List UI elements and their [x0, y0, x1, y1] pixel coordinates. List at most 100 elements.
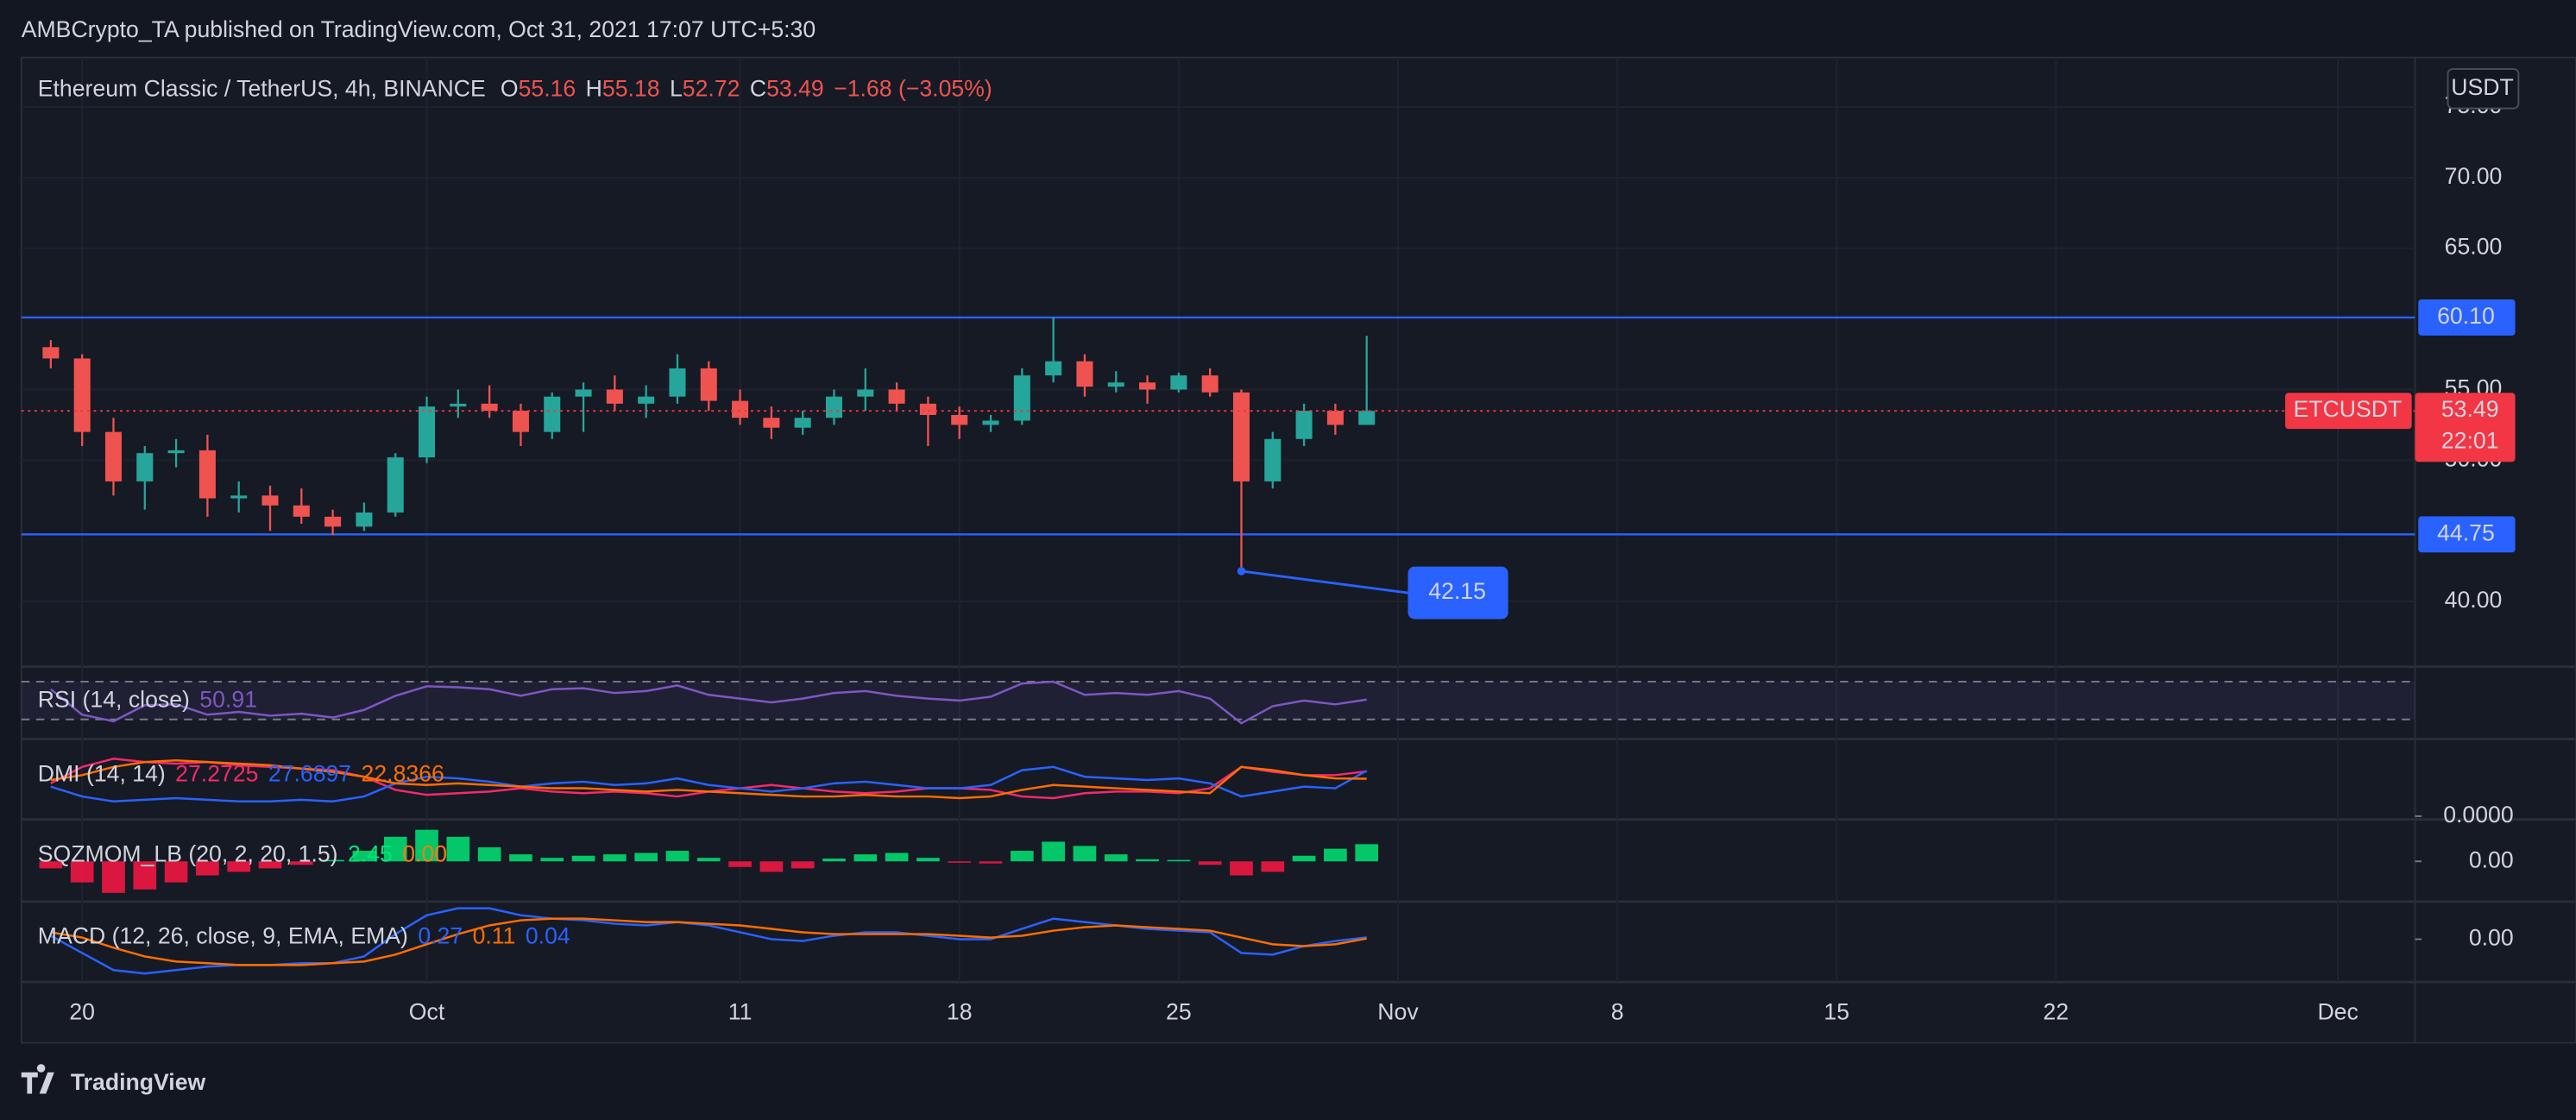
candle-body	[1139, 382, 1156, 390]
y-tick-label: 70.00	[2445, 163, 2503, 189]
candle-body	[1358, 411, 1376, 425]
momentum-bar	[1167, 859, 1191, 862]
logo-icon	[21, 1064, 54, 1094]
candle-body	[763, 418, 780, 428]
annotation-line	[1241, 569, 1408, 595]
indicator-value: 0.00	[402, 841, 447, 867]
momentum-bar	[321, 859, 344, 862]
momentum-bar	[446, 836, 470, 862]
annotation-point	[1237, 567, 1246, 576]
candle-body	[951, 414, 968, 425]
momentum-bar	[979, 861, 1003, 864]
ohlc-value: 52.72	[683, 76, 740, 102]
currency-box	[2447, 67, 2520, 110]
candle-body	[387, 457, 404, 513]
momentum-bar	[1042, 841, 1065, 862]
x-tick-label: 20	[69, 998, 95, 1024]
momentum-bar	[1261, 861, 1285, 872]
momentum-bar	[133, 861, 157, 890]
momentum-bar	[1010, 851, 1034, 862]
indicator-value: 0.11	[473, 923, 516, 949]
momentum-bar	[948, 861, 972, 863]
candle-body	[982, 420, 999, 425]
ohlc-key: H	[586, 76, 602, 102]
ohlc-key: L	[670, 76, 683, 102]
momentum-bar	[383, 836, 407, 862]
indicator-title: RSI (14, close)	[38, 687, 190, 713]
candle-body	[888, 389, 905, 404]
candle-body	[1201, 375, 1219, 393]
candle-body	[73, 358, 91, 432]
level-label-box	[2418, 299, 2516, 336]
logo: TradingView	[21, 1064, 206, 1095]
candle-body	[450, 403, 467, 407]
candle-body	[419, 406, 436, 458]
countdown-label: 22:01	[2441, 427, 2499, 453]
momentum-bar	[258, 861, 282, 869]
indicator-legend: RSI (14, close) 50.91	[38, 687, 257, 713]
candle-body	[104, 431, 123, 481]
symbol-label: ETCUSDT	[2294, 396, 2403, 422]
candle-body	[1170, 375, 1187, 390]
currency-label: USDT	[2451, 74, 2513, 100]
indicator-line	[50, 917, 1367, 966]
indicator-legend: MACD (12, 26, close, 9, EMA, EMA) 0.27 0.1…	[38, 923, 570, 949]
candle-body	[198, 450, 216, 499]
indicator-value: 2.45	[348, 841, 393, 867]
candle-body	[324, 516, 342, 527]
indicator-line	[50, 765, 1368, 803]
momentum-bar	[477, 846, 501, 862]
momentum-bar	[415, 829, 438, 862]
annotation-label: 42.15	[1428, 578, 1486, 604]
candle-body	[575, 389, 592, 397]
momentum-bar	[39, 861, 63, 869]
candle-body	[794, 418, 811, 428]
candle-body	[1232, 392, 1250, 481]
momentum-bar	[289, 861, 313, 865]
candle-body	[700, 368, 717, 401]
candle-body	[1045, 361, 1062, 376]
momentum-bar	[634, 853, 658, 862]
published-line: AMBCrypto_TA published on TradingView.co…	[22, 16, 816, 42]
momentum-bar	[102, 861, 125, 893]
rsi-band	[21, 681, 2415, 720]
indicator-line	[50, 680, 1367, 725]
ohlc-value: 55.18	[602, 76, 660, 102]
x-tick-label: 25	[1166, 998, 1192, 1024]
momentum-bar	[540, 858, 564, 862]
indicator-title: DMI (14, 14)	[38, 760, 166, 786]
indicator-value: 50.91	[199, 687, 257, 713]
ohlc-value: 53.49	[766, 76, 824, 102]
momentum-bar	[696, 858, 721, 862]
candle-body	[42, 347, 60, 359]
x-tick-label: Nov	[1377, 998, 1419, 1024]
y-tick-label: 65.00	[2445, 234, 2503, 260]
indicator-tick-label: 0.0000	[2443, 802, 2513, 827]
momentum-bar	[728, 861, 752, 867]
candle-body	[293, 505, 310, 517]
level-label: 60.10	[2437, 303, 2495, 329]
x-tick-label: 22	[2044, 998, 2069, 1024]
indicator-legend: DMI (14, 14) 27.2725 27.6897 22.8366	[38, 760, 444, 786]
momentum-bar	[603, 854, 627, 862]
candle-body	[512, 411, 529, 432]
ohlc-key: O	[501, 76, 519, 102]
indicator-line	[50, 758, 1367, 800]
candle-body	[544, 396, 561, 432]
momentum-bar	[853, 854, 878, 862]
candle-body	[606, 389, 623, 404]
indicator-value: 22.8366	[362, 760, 444, 786]
momentum-bar	[352, 851, 376, 862]
price-label: 53.49	[2441, 396, 2499, 422]
candle-body	[1107, 382, 1124, 387]
candle-body	[1264, 438, 1282, 481]
indicator-tick-label: 0.00	[2469, 925, 2514, 951]
candle-body	[1295, 411, 1313, 439]
symbol-box	[2285, 393, 2412, 430]
ohlc-key: C	[750, 76, 766, 102]
momentum-bar	[790, 861, 815, 869]
chart-frame	[20, 56, 2576, 1044]
candle-body	[356, 512, 373, 527]
